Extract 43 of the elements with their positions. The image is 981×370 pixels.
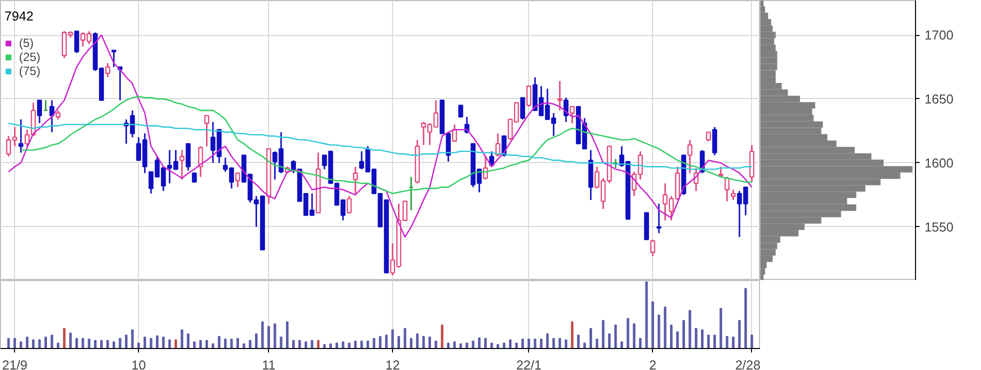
candlestick [564,96,568,123]
candlestick [724,176,730,202]
legend-label: (75) [19,64,40,78]
candlestick [452,124,457,142]
y-tick-label: 1600 [924,155,954,170]
candlestick [186,142,191,172]
candlestick [198,146,204,178]
candlestick [235,172,240,188]
candlestick [180,149,184,180]
candlestick [352,166,358,194]
candlestick [656,203,662,234]
legend-label: (25) [19,50,40,64]
candlestick [687,139,692,174]
text: 7942 [4,8,34,24]
x-tick-label: 21/9 [2,358,28,370]
candlestick [712,126,718,156]
candlestick [74,30,80,54]
candlestick [49,99,54,133]
y-tick-label: 1650 [924,91,954,106]
candlestick [204,114,210,148]
x-tick-label: 2/28 [735,358,761,370]
x-tick-label: 10 [131,358,146,370]
candlestick [650,238,656,257]
x-tick-label: 2 [649,358,656,370]
candlestick [346,195,352,214]
y-tick-label: 1550 [924,219,954,234]
x-tick-label: 11 [262,358,276,370]
candlestick [18,118,24,154]
candlestick [730,188,736,201]
candlestick [483,156,488,180]
candlestick [458,104,464,118]
legend-label: (5) [19,36,35,50]
candlestick [105,62,110,78]
candlestick [570,106,575,124]
x-tick-label: 12 [385,358,400,370]
candlestick [446,131,451,162]
x-tick-label: 22/1 [516,358,542,370]
candlestick [520,96,526,120]
candlestick [495,132,500,158]
candlestick [526,85,532,108]
y-tick-label: 1700 [924,28,954,43]
candlestick [37,99,42,124]
candlestick [557,80,562,112]
